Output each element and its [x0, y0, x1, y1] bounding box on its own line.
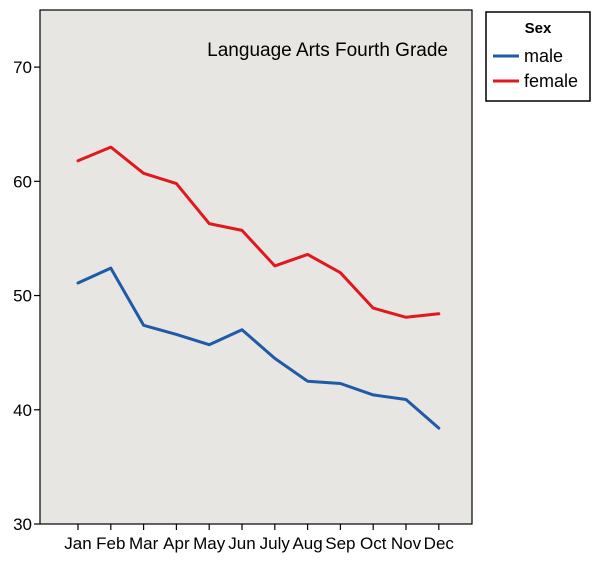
series-line-male	[76, 266, 441, 430]
x-tick-label: Dec	[424, 534, 455, 553]
x-tick-label: July	[260, 534, 291, 553]
x-tick-label: Aug	[292, 534, 322, 553]
plot-area	[39, 9, 473, 525]
x-tick-label: Feb	[96, 534, 125, 553]
x-tick-label: Oct	[360, 534, 387, 553]
legend-title: Sex	[525, 20, 552, 37]
y-axis: 30 40 50 60 70	[13, 58, 40, 534]
chart-title: Language Arts Fourth Grade	[207, 40, 448, 61]
series-line-female	[76, 145, 441, 319]
y-tick-label: 60	[13, 172, 32, 191]
x-tick-label: Apr	[163, 534, 190, 553]
legend-label-male: male	[524, 46, 563, 66]
y-tick-label: 50	[13, 287, 32, 306]
x-tick-label: Jan	[64, 534, 91, 553]
legend: Sex male female	[485, 11, 591, 102]
x-tick-label: Mar	[129, 534, 159, 553]
x-tick-label: Nov	[391, 534, 422, 553]
x-tick-label: May	[193, 534, 226, 553]
y-tick-label: 30	[13, 515, 32, 534]
legend-label-female: female	[524, 71, 578, 91]
x-axis: Jan Feb Mar Apr May Jun July Aug Sep Oct Nov Dec	[64, 524, 454, 553]
y-tick-label: 70	[13, 58, 32, 77]
x-tick-label: Sep	[325, 534, 355, 553]
x-tick-label: Jun	[228, 534, 255, 553]
y-tick-label: 40	[13, 401, 32, 420]
series-layer	[76, 145, 441, 430]
